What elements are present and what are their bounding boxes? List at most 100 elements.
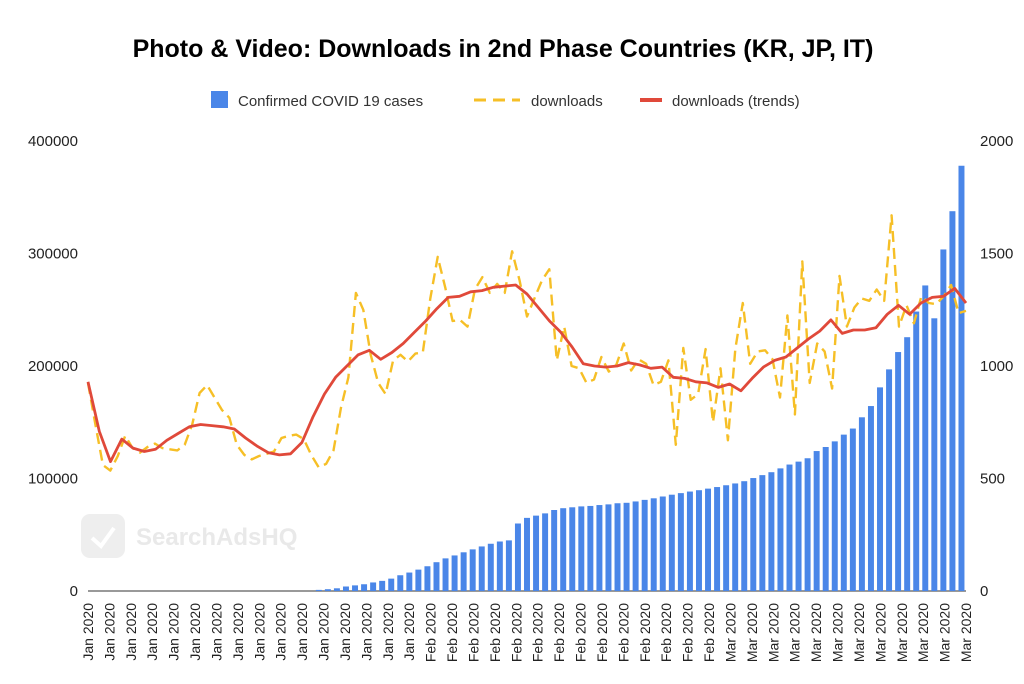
y-axis-right: 0 500 1000 1500 2000 [980,133,1013,600]
cases-bar [741,481,748,591]
cases-bar [370,582,377,591]
cases-bar [596,505,603,591]
cases-bar [949,211,956,591]
watermark-check-icon [90,526,116,549]
cases-bar [705,488,712,591]
cases-bar [632,501,639,591]
download-lines [86,214,968,472]
x-tick-label: Jan 2020 [166,603,182,661]
cases-bar [768,472,775,591]
x-tick-label: Feb 2020 [637,603,653,662]
cases-bar [822,447,829,591]
cases-bar [695,490,702,591]
cases-bar [569,507,576,591]
cases-bar [732,483,739,591]
x-tick-label: Jan 2020 [230,603,246,661]
cases-bar [677,493,684,591]
cases-bar [324,589,331,591]
x-tick-label: Jan 2020 [358,603,374,661]
cases-bar [524,517,530,591]
cases-bar [804,458,811,591]
x-tick-label: Mar 2020 [722,603,738,662]
x-tick-label: Feb 2020 [530,603,546,662]
cases-bar [605,504,612,591]
cases-bar [315,589,322,591]
cases-bar [840,434,847,591]
legend-swatch-cases [211,91,228,108]
y-right-tick-label: 1000 [980,358,1013,375]
x-tick-label: Jan 2020 [101,603,117,661]
cases-bar [723,485,730,591]
chart-title: Photo & Video: Downloads in 2nd Phase Co… [133,35,874,63]
y-left-tick-label: 300000 [28,246,78,263]
x-tick-label: Mar 2020 [894,603,910,662]
legend: Confirmed COVID 19 cases downloads downl… [211,91,800,110]
x-tick-label: Mar 2020 [787,603,803,662]
x-tick-label: Jan 2020 [123,603,139,661]
cases-bar [623,502,630,591]
cases-bar [958,165,965,591]
cases-bar [714,487,721,591]
cases-bar [388,578,395,591]
x-tick-label: Feb 2020 [573,603,589,662]
cases-bar [469,549,476,591]
cases-bar [659,496,666,591]
cases-bar [587,505,594,591]
y-left-tick-label: 100000 [28,471,78,488]
cases-bar [895,352,902,591]
cases-bar [931,318,938,591]
x-tick-label: Feb 2020 [615,603,631,662]
x-axis-ticks: Jan 2020 Jan 2020 Jan 2020 Jan 2020 Jan 2020… [80,603,974,662]
x-tick-label: Jan 2020 [209,603,225,661]
x-tick-label: Jan 2020 [380,603,396,661]
cases-bar [786,464,793,591]
watermark-text: SearchAdsHQ [136,524,297,551]
cases-bar [858,417,865,591]
cases-bar [451,555,458,591]
cases-bars [315,165,965,591]
cases-bar [904,337,911,591]
cases-bar [442,558,449,591]
cases-bar [352,585,359,591]
x-tick-label: Jan 2020 [294,603,310,661]
cases-bar [650,498,657,591]
x-tick-label: Mar 2020 [830,603,846,662]
x-tick-label: Jan 2020 [337,603,353,661]
x-tick-label: Feb 2020 [423,603,439,662]
cases-bar [641,499,648,591]
x-tick-label: Feb 2020 [551,603,567,662]
x-tick-label: Mar 2020 [872,603,888,662]
cases-bar [415,569,422,591]
y-left-tick-label: 400000 [28,133,78,150]
cases-bar [922,285,929,591]
cases-bar [433,562,440,591]
cases-bar [849,428,856,591]
x-tick-label: Jan 2020 [187,603,203,661]
cases-bar [578,506,585,591]
downloads-trend-line [86,283,968,464]
watermark-logo-icon [81,514,125,558]
cases-bar [361,584,368,591]
cases-bar [487,543,494,591]
y-right-tick-label: 500 [980,471,1005,488]
legend-label-trends: downloads (trends) [672,93,800,110]
x-tick-label: Jan 2020 [273,603,289,661]
x-tick-label: Feb 2020 [466,603,482,662]
cases-bar [777,468,784,591]
cases-bar [867,406,874,591]
x-tick-label: Feb 2020 [658,603,674,662]
x-tick-label: Jan 2020 [401,603,417,661]
legend-label-downloads: downloads [531,93,603,110]
cases-bar [686,491,693,591]
x-tick-label: Jan 2020 [80,603,96,661]
y-right-tick-label: 2000 [980,133,1013,150]
cases-bar [460,552,467,591]
y-right-tick-label: 1500 [980,246,1013,263]
x-tick-label: Feb 2020 [701,603,717,662]
cases-bar [913,311,920,591]
cases-bar [333,588,340,591]
cases-bar [505,540,512,591]
y-axis-left: 0 100000 200000 300000 400000 [28,133,78,600]
x-tick-label: Mar 2020 [937,603,953,662]
x-tick-label: Feb 2020 [487,603,503,662]
